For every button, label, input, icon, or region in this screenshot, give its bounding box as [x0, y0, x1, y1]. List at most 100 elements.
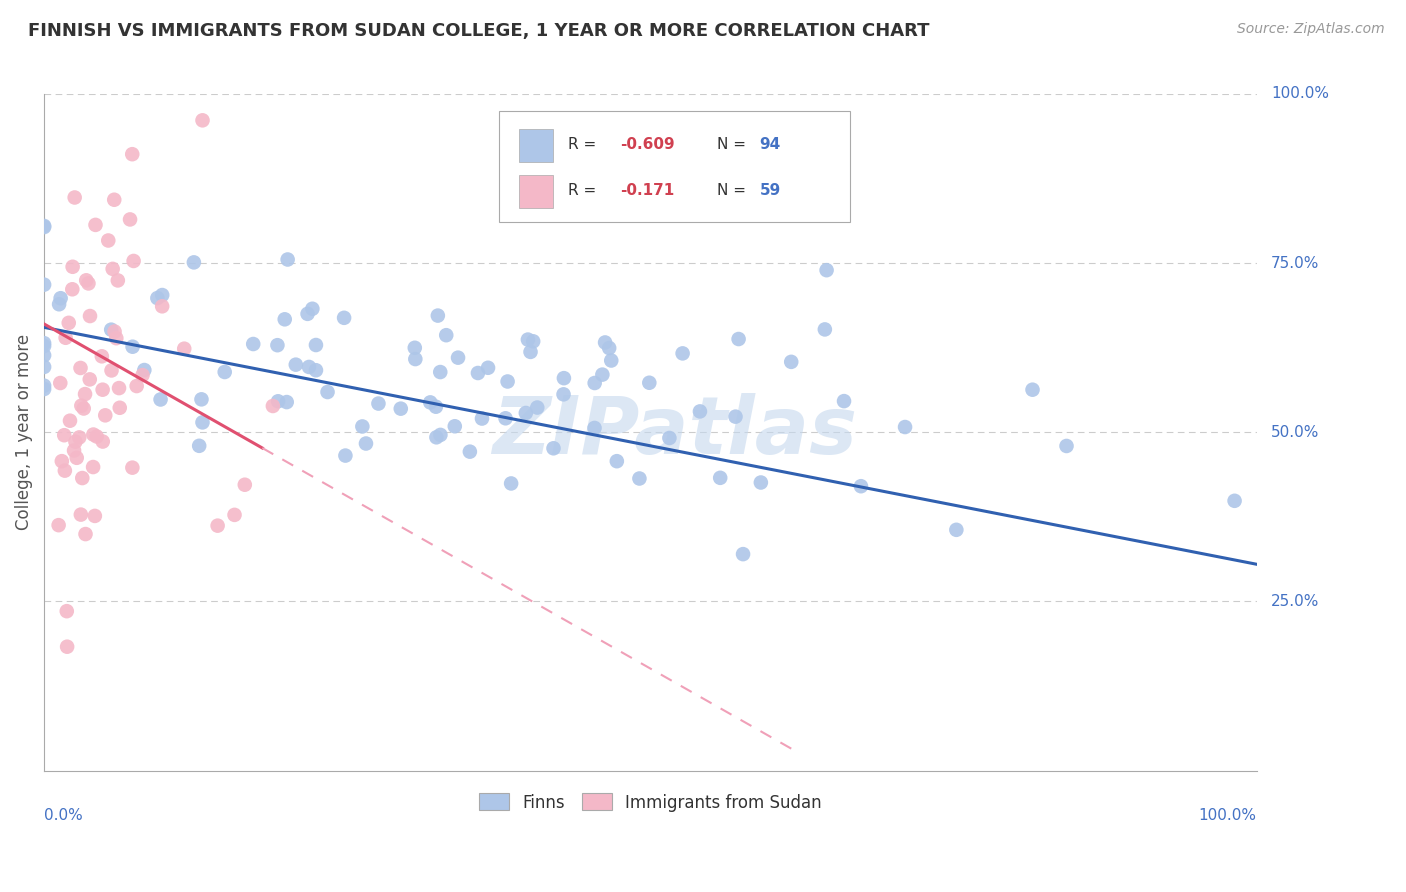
Point	[894, 420, 917, 434]
Point	[600, 353, 623, 368]
Point	[32, 277, 55, 292]
Point	[69, 361, 91, 376]
Text: -0.609: -0.609	[620, 137, 675, 153]
Point	[404, 341, 426, 355]
Point	[262, 399, 284, 413]
Point	[67, 430, 90, 444]
Point	[305, 338, 328, 352]
Point	[443, 419, 465, 434]
Point	[108, 401, 131, 415]
Point	[122, 254, 145, 268]
Point	[83, 508, 105, 523]
Point	[274, 312, 297, 326]
Point	[103, 193, 125, 207]
Point	[48, 297, 70, 311]
Point	[121, 460, 143, 475]
Point	[32, 378, 55, 392]
Point	[79, 309, 101, 323]
Point	[367, 396, 389, 410]
Point	[352, 419, 374, 434]
Point	[849, 479, 872, 493]
Point	[32, 219, 55, 233]
Point	[48, 518, 70, 533]
Point	[91, 383, 114, 397]
Point	[671, 346, 693, 360]
Point	[305, 363, 328, 377]
Point	[389, 401, 412, 416]
Point	[419, 395, 441, 409]
Point	[65, 434, 87, 449]
FancyBboxPatch shape	[519, 175, 554, 208]
Point	[1021, 383, 1043, 397]
Point	[91, 434, 114, 449]
Text: ZIPatlas: ZIPatlas	[492, 393, 858, 471]
Point	[56, 640, 79, 654]
Point	[150, 299, 173, 313]
Point	[103, 325, 125, 339]
Text: 75.0%: 75.0%	[1271, 256, 1320, 270]
Text: 100.0%: 100.0%	[1271, 87, 1329, 102]
Point	[316, 384, 339, 399]
Point	[149, 392, 172, 407]
Point	[658, 431, 681, 445]
Point	[105, 331, 128, 345]
Point	[267, 394, 290, 409]
Point	[477, 360, 499, 375]
Point	[82, 427, 104, 442]
Point	[86, 429, 108, 443]
Point	[496, 375, 519, 389]
Point	[207, 518, 229, 533]
FancyBboxPatch shape	[519, 129, 554, 161]
Point	[709, 471, 731, 485]
Point	[333, 310, 356, 325]
Point	[606, 454, 628, 468]
Point	[191, 416, 214, 430]
Point	[70, 508, 93, 522]
Point	[638, 376, 661, 390]
Point	[425, 400, 447, 414]
Point	[429, 365, 451, 379]
Point	[519, 344, 541, 359]
Point	[100, 363, 122, 377]
Text: -0.171: -0.171	[620, 183, 675, 198]
Point	[447, 351, 470, 365]
Point	[49, 376, 72, 390]
Point	[32, 336, 55, 351]
Point	[284, 358, 307, 372]
Point	[146, 291, 169, 305]
Point	[32, 348, 55, 362]
Point	[298, 359, 321, 374]
Point	[467, 366, 489, 380]
Point	[101, 261, 124, 276]
Point	[53, 464, 76, 478]
Point	[82, 460, 104, 475]
Point	[79, 372, 101, 386]
Point	[426, 309, 449, 323]
Text: N =: N =	[717, 137, 751, 153]
Point	[183, 255, 205, 269]
Point	[628, 471, 651, 485]
Point	[404, 352, 426, 367]
Point	[780, 355, 803, 369]
Point	[77, 277, 100, 291]
Point	[354, 436, 377, 450]
Point	[233, 477, 256, 491]
Point	[173, 342, 195, 356]
Legend: Finns, Immigrants from Sudan: Finns, Immigrants from Sudan	[471, 785, 830, 820]
Point	[121, 147, 143, 161]
Point	[62, 260, 84, 274]
Point	[118, 212, 141, 227]
Point	[73, 401, 96, 416]
Point	[689, 404, 711, 418]
Point	[543, 442, 565, 456]
Point	[150, 288, 173, 302]
Point	[121, 340, 143, 354]
Point	[188, 439, 211, 453]
Point	[522, 334, 544, 349]
Point	[70, 399, 93, 413]
Point	[131, 368, 153, 383]
Point	[97, 234, 120, 248]
Point	[553, 371, 575, 385]
Point	[301, 301, 323, 316]
Point	[583, 376, 606, 390]
